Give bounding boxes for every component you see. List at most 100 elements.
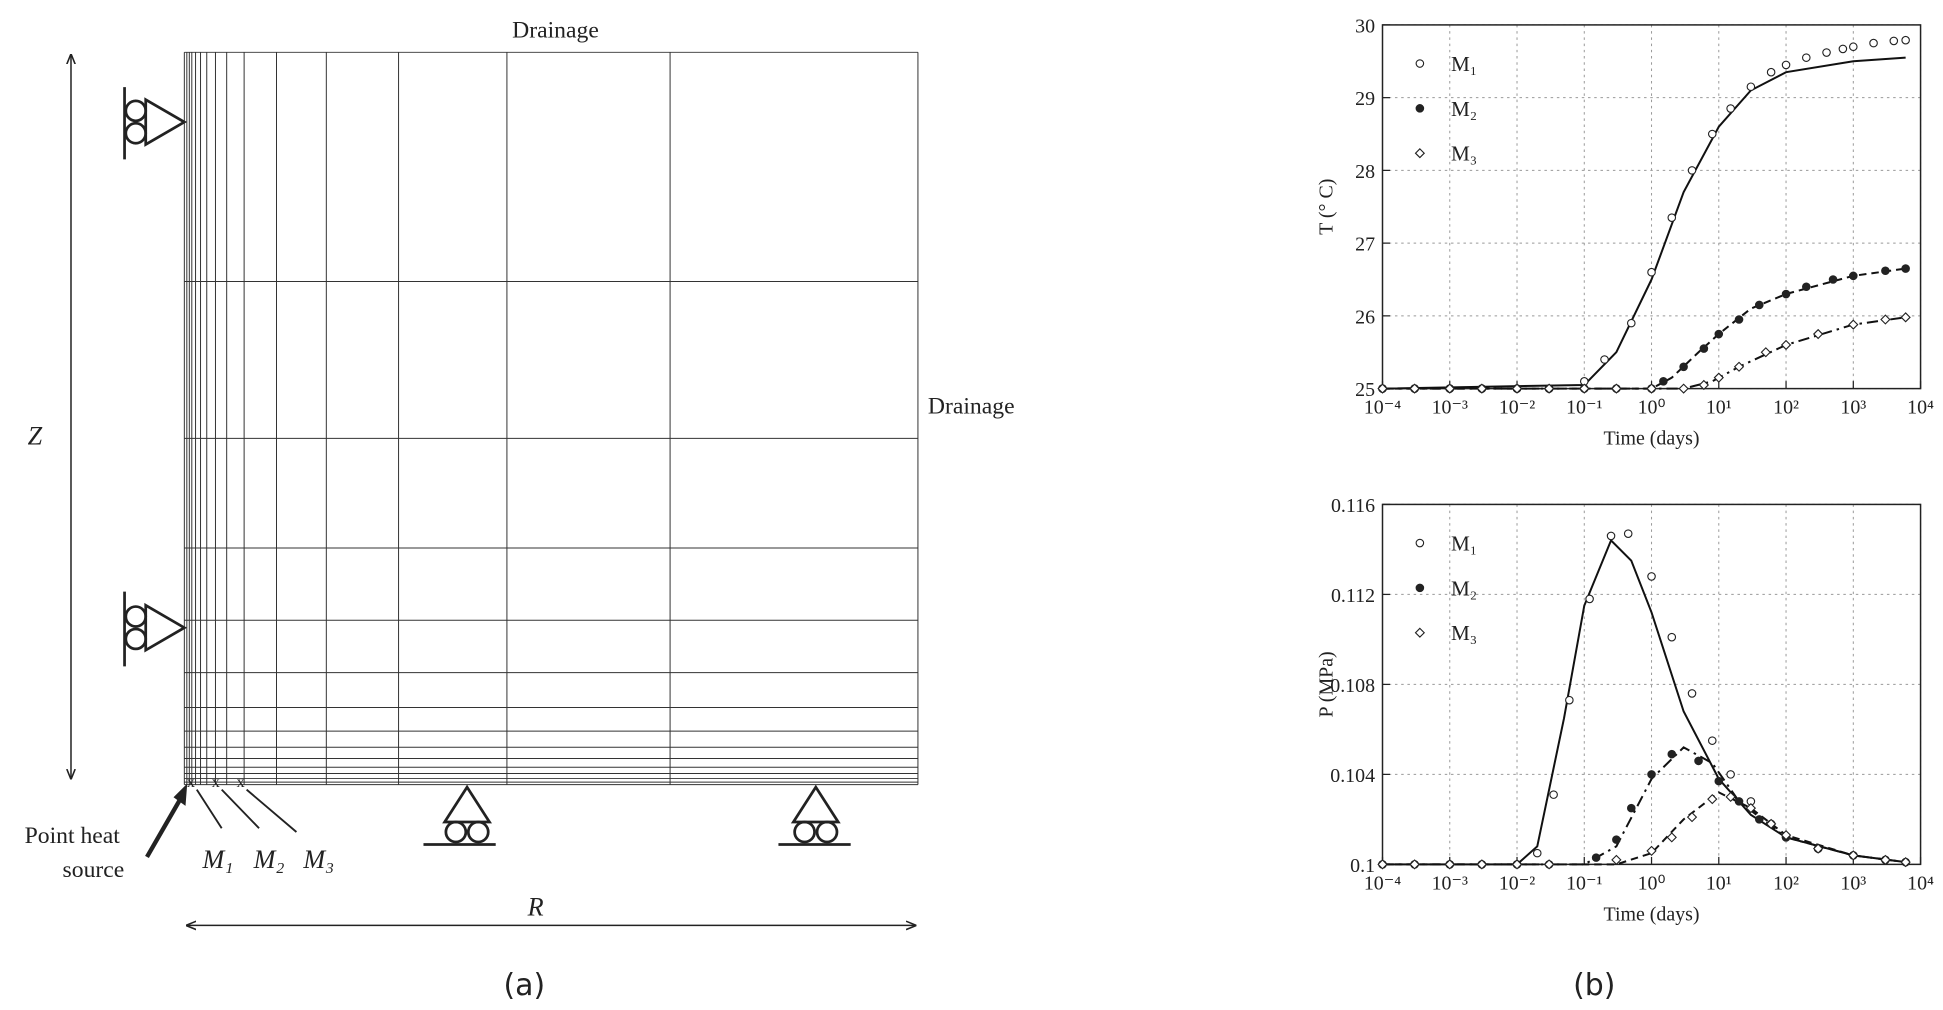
marker <box>1511 859 1523 870</box>
marker <box>1869 38 1878 48</box>
chart: 10⁻⁴ 10⁻³ 10⁻² 10⁻¹ 10⁰ 10¹ 10² 10³ 10⁴ 0.1 0.104 0… <box>1316 495 1934 926</box>
marker <box>1707 793 1718 805</box>
legend-label: M₃ <box>1451 142 1477 166</box>
y-axis-title: T (° C) <box>1316 179 1338 235</box>
marker <box>1726 104 1735 113</box>
marker <box>1667 632 1677 642</box>
x-tick-label: 10⁴ <box>1907 872 1934 894</box>
marker <box>1780 829 1792 841</box>
marker <box>1734 797 1744 806</box>
legend-marker <box>1415 59 1425 68</box>
x-tick-label: 10⁻³ <box>1432 397 1468 419</box>
marker <box>1745 802 1757 814</box>
marker <box>1812 328 1824 340</box>
y-tick-label: 0.116 <box>1331 495 1375 517</box>
marker <box>1848 319 1859 330</box>
x-tick-label: 10⁻² <box>1499 397 1535 419</box>
marker <box>1812 843 1824 854</box>
x-tick-label: 10⁴ <box>1907 397 1934 419</box>
marker <box>1666 832 1677 843</box>
marker <box>1781 289 1791 299</box>
marker <box>1606 531 1616 541</box>
marker <box>1686 811 1698 823</box>
legend-label: M₂ <box>1451 97 1477 121</box>
marker <box>1900 312 1911 323</box>
marker <box>1828 275 1838 284</box>
point-label: M₃ <box>302 845 334 874</box>
marker <box>1713 372 1724 383</box>
marker <box>1679 362 1688 372</box>
marker <box>1511 383 1523 394</box>
marker <box>1848 850 1859 861</box>
right-label: Drainage <box>928 394 1015 420</box>
marker <box>1585 594 1594 604</box>
marker <box>1646 383 1657 394</box>
marker <box>1707 129 1717 139</box>
marker <box>1549 790 1558 799</box>
legend-label: M₃ <box>1451 621 1477 645</box>
y-tick-label: 0.1 <box>1350 855 1375 877</box>
point-label: M₂ <box>253 845 285 874</box>
y-tick-label: 0.104 <box>1330 765 1375 787</box>
x-axis-title: Time (days) <box>1604 903 1700 925</box>
y-tick-label: 26 <box>1355 306 1375 328</box>
marker <box>1409 383 1420 394</box>
svg-text:x: x <box>237 773 245 791</box>
marker <box>1849 42 1858 52</box>
marker <box>1838 44 1848 54</box>
x-tick-label: 10¹ <box>1706 397 1732 419</box>
height-label: Z <box>28 422 43 451</box>
marker <box>1714 329 1724 339</box>
panel-label: (a) <box>504 968 546 1003</box>
model-curve <box>1382 56 1906 390</box>
y-tick-label: 29 <box>1355 88 1375 110</box>
marker <box>1714 776 1724 786</box>
marker <box>1659 377 1668 386</box>
svg-text:x: x <box>187 773 195 791</box>
marker <box>1687 689 1697 698</box>
legend-label: M₁ <box>1451 532 1477 556</box>
legend-marker <box>1414 148 1426 159</box>
marker <box>1626 803 1636 813</box>
marker <box>1543 859 1555 870</box>
x-tick-label: 10² <box>1773 872 1799 894</box>
marker <box>1760 347 1771 358</box>
marker <box>1734 315 1744 324</box>
marker <box>1780 339 1792 351</box>
marker <box>1377 383 1388 394</box>
marker <box>1667 213 1677 222</box>
y-tick-label: 0.112 <box>1331 585 1375 607</box>
marker <box>1765 818 1777 830</box>
legend-marker <box>1415 104 1425 113</box>
marker <box>1409 859 1420 870</box>
marker <box>1900 856 1911 868</box>
marker <box>1476 859 1487 870</box>
marker <box>1880 314 1891 325</box>
marker <box>1647 770 1656 779</box>
x-tick-label: 10⁻⁴ <box>1364 872 1401 894</box>
marker <box>1565 695 1574 705</box>
marker <box>1699 344 1709 353</box>
model-curve <box>1382 791 1906 866</box>
svg-text:x: x <box>212 773 220 791</box>
source-label: Point heat <box>25 823 121 849</box>
marker <box>1667 749 1677 759</box>
marker <box>1444 859 1455 870</box>
y-tick-label: 30 <box>1355 15 1375 37</box>
x-tick-label: 10⁻¹ <box>1566 872 1602 894</box>
x-tick-label: 10⁻¹ <box>1566 397 1602 419</box>
marker <box>1766 67 1776 77</box>
marker <box>1754 300 1764 310</box>
plot-frame <box>1381 503 1922 866</box>
marker <box>1881 266 1890 276</box>
marker <box>1377 859 1388 870</box>
mesh <box>183 51 919 786</box>
marker <box>1626 318 1636 328</box>
marker <box>1579 383 1590 394</box>
marker <box>1476 383 1487 394</box>
marker <box>1754 815 1764 824</box>
marker <box>1611 854 1622 866</box>
x-tick-label: 10⁻⁴ <box>1364 397 1401 419</box>
